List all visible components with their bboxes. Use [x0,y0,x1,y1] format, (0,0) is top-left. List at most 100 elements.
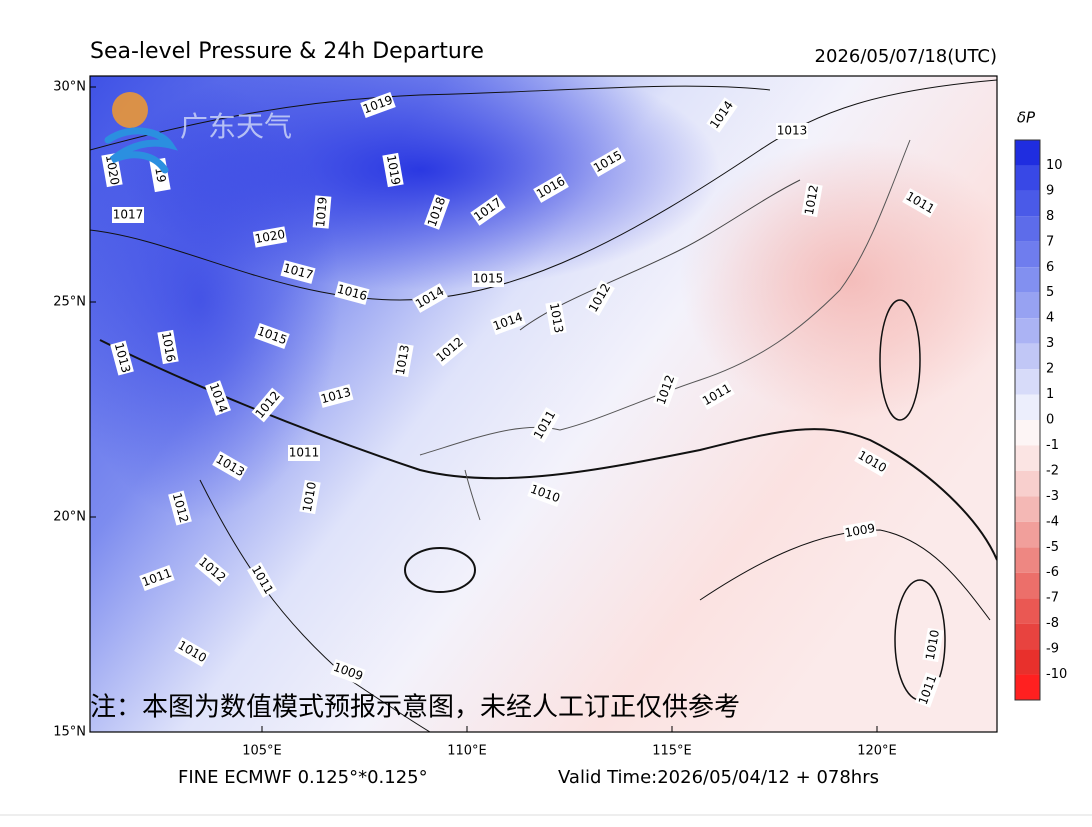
valid-date: 2026/05/07/18(UTC) [815,46,997,67]
contour-label-box [590,147,626,177]
contour-label-text: 1012 [802,184,821,217]
logo-text: 广东天气 [180,110,292,143]
colorbar-tick-label: 4 [1046,311,1054,326]
contour-label: 1012 [801,182,823,218]
contour-label: 1017 [112,207,144,223]
title: Sea-level Pressure & 24h Departure [90,39,484,64]
contour-label-box [360,92,396,118]
contour-label-box [915,672,941,708]
contour-label: 1010 [299,479,321,515]
colorbar-cell [1015,496,1040,522]
colorbar-tick-label: 1 [1046,387,1054,402]
contour-label: 1015 [472,271,504,287]
contour-label-box [490,309,526,335]
high-anomaly [90,80,340,520]
lat-tick-label: 20°N [53,510,86,525]
colorbar-cell [1015,267,1040,293]
contour-label-text: 1017 [113,208,144,222]
contour-label-box [382,152,404,188]
contour-label-box [585,280,615,316]
taiwan [879,299,921,421]
contour-label: 1010 [922,627,944,663]
contour-label-box [412,283,448,313]
isobars [90,79,997,732]
contour-label-text: 1013 [393,344,412,377]
colorbar-tick-label: 2 [1046,362,1054,377]
contour-label-box [530,407,560,443]
lon-tick-label: 115°E [652,744,692,759]
contour-label-box [527,481,563,507]
contour-label-box [247,562,277,598]
contour-label-box [157,329,179,365]
colorbar-tick-label: -7 [1046,591,1059,606]
colorbar-cell [1015,369,1040,395]
coastline [419,139,911,521]
colorbar-tick-label: 6 [1046,260,1054,275]
colorbar-cell [1015,216,1040,242]
contour-label-text: 1015 [473,272,504,286]
colorbar-cell [1015,394,1040,420]
contour-label-box [288,445,320,461]
colorbar-tick-label: -8 [1046,616,1059,631]
contour-label-box [212,451,248,481]
colorbar-tick-label: 9 [1046,183,1054,198]
lon-tick-label: 105°E [242,744,282,759]
contour-label-box [139,565,175,591]
contour-label-box [392,342,414,378]
colorbar-tick-label: -2 [1046,463,1059,478]
contour-label: 1014 [706,97,738,133]
lat-tick-label: 30°N [53,80,86,95]
contour-label-box [545,300,567,336]
colorbar-tick-label: -3 [1046,489,1059,504]
colorbar-tick-label: 5 [1046,285,1054,300]
contour-label: 1020 [252,226,288,248]
lon-tick-label: 120°E [857,744,897,759]
contour-label-text: 1010 [923,629,942,662]
contour-label-box [168,490,192,526]
colorbar-tick-label: 8 [1046,209,1054,224]
contour-label-box [432,333,468,367]
contour-label: 1009 [842,520,878,542]
contour-label-box [472,271,504,287]
colorbar-tick-label: 10 [1046,158,1063,173]
contour-label-box [330,659,366,685]
colorbar-tick-label: -1 [1046,438,1059,453]
contour-label-box [706,97,738,133]
colorbar-tick-label: 7 [1046,234,1054,249]
hainan [404,547,476,593]
contour-label-box [194,553,230,587]
contour-label-box [252,226,288,248]
contour-label-text: 1013 [777,124,808,138]
contour-label-text: 1019 [384,154,403,187]
colorbar-cell [1015,649,1040,675]
colorbar-label: δP [1017,109,1036,127]
logo-swirl [104,127,178,174]
contour-label-box [205,380,231,416]
disclaimer: 注：本图为数值模式预报示意图，未经人工订正仅供参考 [90,693,740,723]
contour-label-box [801,182,823,218]
colorbar-cell [1015,190,1040,217]
contour-label: 1016 [157,329,179,365]
logo: 广东天气 [104,92,292,174]
colorbar-cell [1015,318,1040,344]
contour-label: 1013 [776,123,808,139]
logo-sun [112,92,148,128]
low-anomaly [680,140,997,420]
contour-label: 1011 [288,445,320,461]
contour-label-box [470,194,506,226]
colorbar-cell [1015,547,1040,573]
contour-label-text: 1020 [254,227,287,246]
contour-label-box [842,520,878,542]
colorbar-cell [1015,420,1040,446]
contour-label: 1013 [545,300,567,336]
colorbar-cell [1015,165,1040,191]
contour-label: 1012 [168,490,192,526]
contour-label: 1019 [312,195,332,229]
contour-label-box [424,194,450,230]
model-info: FINE ECMWF 0.125°*0.125° [178,767,428,788]
colorbar-tick-label: 0 [1046,413,1054,428]
contour-label-text: 1019 [313,196,330,228]
contour-label-text: 1009 [844,521,877,540]
colorbar-cell [1015,445,1040,471]
